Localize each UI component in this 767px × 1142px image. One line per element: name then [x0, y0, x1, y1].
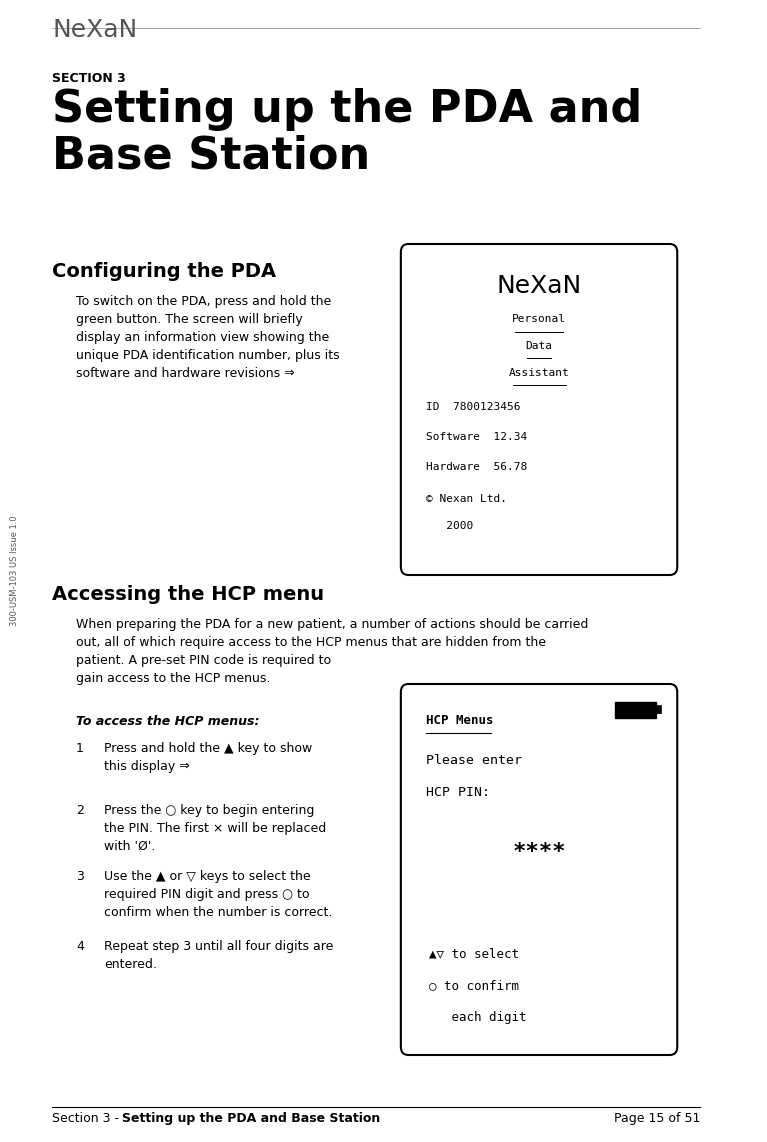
- Text: Configuring the PDA: Configuring the PDA: [52, 262, 276, 281]
- Text: Software  12.34: Software 12.34: [426, 432, 527, 442]
- Text: Accessing the HCP menu: Accessing the HCP menu: [52, 585, 324, 604]
- Text: 2: 2: [76, 804, 84, 817]
- Text: 300-USM-103 US Issue 1.0: 300-USM-103 US Issue 1.0: [10, 516, 18, 626]
- Text: 1: 1: [76, 742, 84, 755]
- Text: each digit: each digit: [430, 1011, 527, 1024]
- Text: Section 3 -: Section 3 -: [52, 1112, 123, 1125]
- Text: Please enter: Please enter: [426, 754, 522, 767]
- Text: When preparing the PDA for a new patient, a number of actions should be carried
: When preparing the PDA for a new patient…: [76, 618, 588, 685]
- Text: 4: 4: [76, 940, 84, 954]
- Text: ****: ****: [512, 842, 566, 862]
- FancyBboxPatch shape: [401, 684, 677, 1055]
- Bar: [657, 706, 661, 714]
- Text: HCP Menus: HCP Menus: [426, 714, 493, 727]
- Text: NeXaN: NeXaN: [52, 18, 137, 42]
- Text: SECTION 3: SECTION 3: [52, 72, 126, 85]
- Text: Setting up the PDA and
Base Station: Setting up the PDA and Base Station: [52, 88, 643, 177]
- Text: To access the HCP menus:: To access the HCP menus:: [76, 715, 259, 727]
- Text: 3: 3: [76, 870, 84, 883]
- Text: Press the ○ key to begin entering
the PIN. The first × will be replaced
with 'Ø': Press the ○ key to begin entering the PI…: [104, 804, 327, 853]
- Text: Setting up the PDA and Base Station: Setting up the PDA and Base Station: [122, 1112, 380, 1125]
- Text: Hardware  56.78: Hardware 56.78: [426, 463, 527, 472]
- Text: Page 15 of 51: Page 15 of 51: [614, 1112, 700, 1125]
- Text: ▲▽ to select: ▲▽ to select: [430, 947, 519, 960]
- Text: HCP PIN:: HCP PIN:: [426, 786, 489, 799]
- Text: Data: Data: [525, 341, 552, 351]
- Text: © Nexan Ltd.: © Nexan Ltd.: [426, 494, 506, 504]
- Text: Use the ▲ or ▽ keys to select the
required PIN digit and press ○ to
confirm when: Use the ▲ or ▽ keys to select the requir…: [104, 870, 333, 919]
- Bar: [614, 702, 657, 718]
- Text: ID  7800123456: ID 7800123456: [426, 402, 520, 412]
- Text: Repeat step 3 until all four digits are
entered.: Repeat step 3 until all four digits are …: [104, 940, 334, 971]
- Text: NeXaN: NeXaN: [496, 274, 581, 298]
- Text: Assistant: Assistant: [509, 368, 569, 378]
- Text: Press and hold the ▲ key to show
this display ⇒: Press and hold the ▲ key to show this di…: [104, 742, 313, 773]
- FancyBboxPatch shape: [401, 244, 677, 576]
- Text: 2000: 2000: [426, 521, 472, 531]
- Text: Personal: Personal: [512, 314, 566, 324]
- Text: ○ to confirm: ○ to confirm: [430, 979, 519, 992]
- Text: To switch on the PDA, press and hold the
green button. The screen will briefly
d: To switch on the PDA, press and hold the…: [76, 295, 340, 380]
